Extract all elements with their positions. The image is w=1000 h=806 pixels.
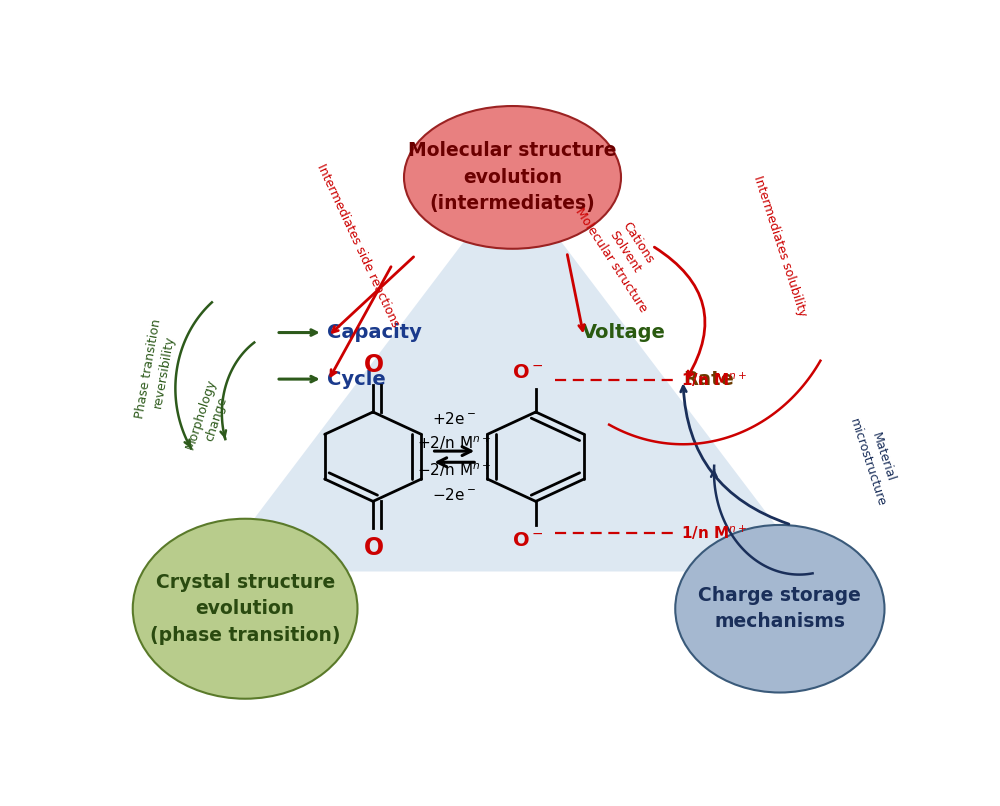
- Text: O$^-$: O$^-$: [512, 363, 543, 382]
- Text: Intermediates side reactions: Intermediates side reactions: [314, 162, 401, 330]
- Text: O: O: [364, 353, 384, 377]
- Text: Voltage: Voltage: [582, 323, 666, 342]
- Text: O: O: [364, 536, 384, 560]
- Text: +2/n M$^{n+}$: +2/n M$^{n+}$: [417, 434, 491, 452]
- Text: Morphology
change: Morphology change: [184, 377, 234, 455]
- Polygon shape: [214, 177, 811, 571]
- Ellipse shape: [404, 106, 621, 249]
- Text: Molecular structure
evolution
(intermediates): Molecular structure evolution (intermedi…: [408, 141, 617, 214]
- Text: Cycle: Cycle: [326, 370, 385, 388]
- Text: +2e$^-$: +2e$^-$: [432, 411, 476, 426]
- Text: $-$2/n M$^{n+}$: $-$2/n M$^{n+}$: [417, 461, 491, 480]
- Text: Intermediates solubility: Intermediates solubility: [751, 173, 809, 318]
- Text: Cations
Solvent
Molecular structure: Cations Solvent Molecular structure: [573, 189, 677, 315]
- Text: Rate: Rate: [683, 370, 734, 388]
- Text: $-$2e$^-$: $-$2e$^-$: [432, 487, 476, 503]
- Text: Phase transition
reversibility: Phase transition reversibility: [133, 318, 179, 422]
- Ellipse shape: [675, 525, 885, 692]
- Ellipse shape: [133, 519, 358, 699]
- Text: 1/n M$^{n+}$: 1/n M$^{n+}$: [681, 524, 747, 542]
- Text: O$^-$: O$^-$: [512, 531, 543, 550]
- Text: Charge storage
mechanisms: Charge storage mechanisms: [698, 586, 861, 631]
- Text: Crystal structure
evolution
(phase transition): Crystal structure evolution (phase trans…: [150, 573, 340, 645]
- Text: Capacity: Capacity: [326, 323, 421, 342]
- Text: Material
microstructure: Material microstructure: [847, 412, 903, 508]
- Text: 1/n M$^{n+}$: 1/n M$^{n+}$: [681, 371, 747, 389]
